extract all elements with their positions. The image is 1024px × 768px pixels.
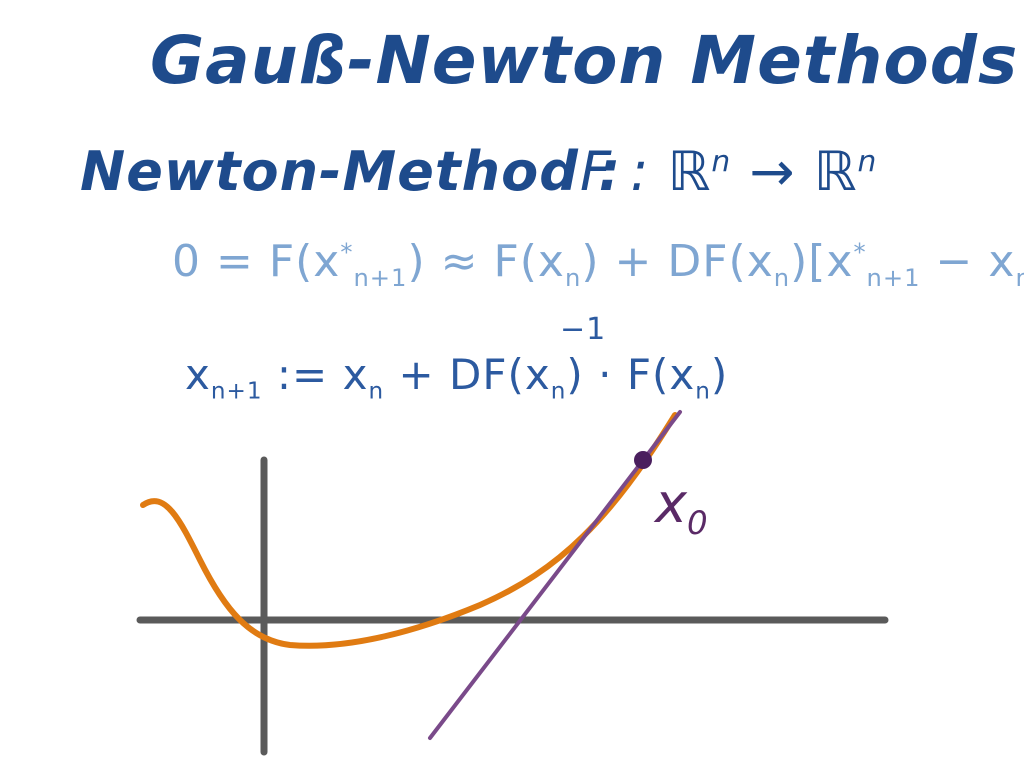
upd-assign: := x [262, 350, 369, 399]
lin-bracket: )[x [790, 236, 854, 287]
newton-method-label: Newton-Method : [80, 140, 622, 203]
lin-sub-3: n [773, 263, 791, 292]
upd-sub-3: n [550, 378, 567, 405]
upd-sub-1: n+1 [210, 378, 263, 405]
mapping-formula: F : ℝn → ℝn [580, 140, 877, 203]
upd-sub-4: n [695, 378, 711, 405]
linearization-formula: 0 = F(x*n+1) ≈ F(xn) + DF(xn)[x*n+1 − xn… [172, 236, 1024, 292]
upd-x: x [185, 350, 211, 399]
x0-point [634, 451, 652, 469]
mapping-prefix: F : ℝ [580, 140, 712, 203]
lin-mid: ) ≈ F(x [407, 236, 565, 287]
lin-star-2: * [853, 238, 867, 267]
lin-lhs: 0 = F(x [172, 236, 341, 287]
lin-sub-4: n+1 [866, 263, 921, 292]
page-title: Gauß-Newton Methods [150, 22, 1019, 99]
upd-sub-2: n [368, 378, 385, 405]
upd-plus: + DF(x [384, 350, 551, 399]
upd-dot: ) · F(x [566, 350, 696, 399]
lin-sub-5: n [1015, 264, 1024, 292]
lin-sub-2: n [564, 263, 582, 292]
lin-minus: − x [920, 236, 1016, 287]
lin-sub-1: n+1 [353, 263, 408, 292]
function-curve [140, 412, 678, 649]
x0-x: x [655, 472, 687, 535]
inverse-exponent: −1 [560, 312, 607, 347]
upd-end: ) [710, 350, 729, 399]
mapping-sup-2: n [857, 144, 878, 179]
x0-label: x0 [655, 472, 708, 542]
x0-sub: 0 [686, 503, 708, 542]
mapping-arrow: → ℝ [731, 140, 858, 203]
lin-mid-2: ) + DF(x [581, 236, 774, 287]
update-rule-formula: xn+1 := xn + DF(xn) · F(xn) [185, 350, 728, 404]
lin-star-1: * [340, 238, 354, 267]
mapping-sup-1: n [711, 144, 732, 179]
